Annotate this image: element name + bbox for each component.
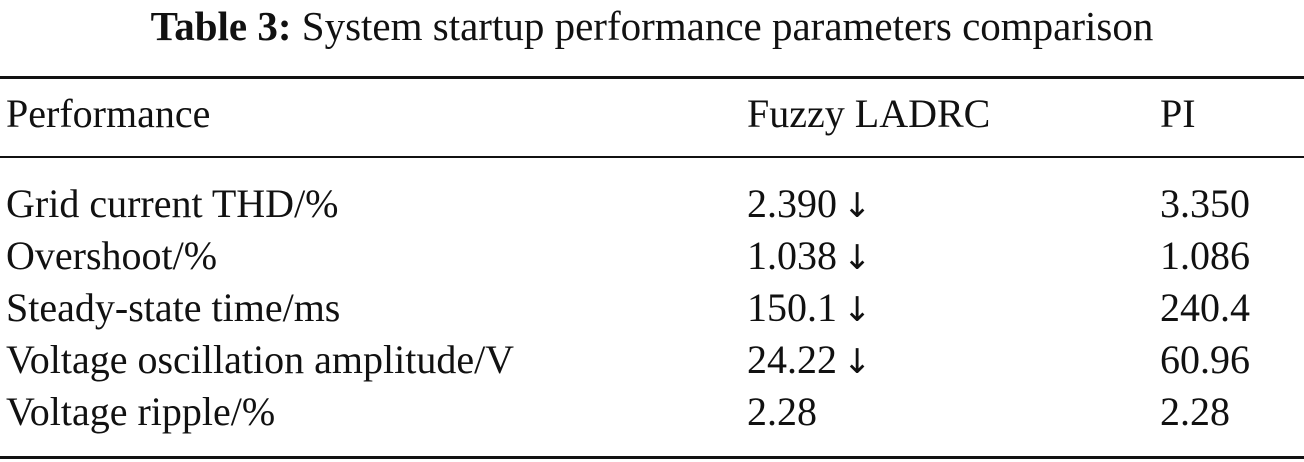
table-caption: Table 3: System startup performance para… <box>0 2 1304 50</box>
table-row-fuzzy-value: 1.038 ↓ <box>747 232 872 282</box>
table-row-metric: Voltage oscillation amplitude/V <box>6 337 515 382</box>
down-arrow-icon: ↓ <box>843 342 872 382</box>
table-row-pi-value: 2.28 <box>1160 389 1230 434</box>
fuzzy-value: 2.28 <box>747 389 817 434</box>
table-row-pi-value: 3.350 <box>1160 181 1250 226</box>
down-arrow-icon: ↓ <box>843 186 872 226</box>
down-arrow-icon: ↓ <box>843 290 872 330</box>
table-header-rule <box>0 156 1304 158</box>
table-row-fuzzy-value: 2.390 ↓ <box>747 180 872 230</box>
table-row-fuzzy-value: 150.1 ↓ <box>747 284 872 334</box>
table-row-fuzzy-value: 2.28 <box>747 388 823 438</box>
table-bottom-rule <box>0 456 1304 459</box>
fuzzy-value: 150.1 <box>747 285 837 330</box>
table-row-metric: Overshoot/% <box>6 233 218 278</box>
table-caption-label: Table 3: <box>150 3 292 49</box>
column-header-performance: Performance <box>6 91 211 136</box>
fuzzy-value: 24.22 <box>747 337 837 382</box>
table-row-pi-value: 1.086 <box>1160 233 1250 278</box>
table-row-metric: Steady-state time/ms <box>6 285 341 330</box>
table-row-metric: Grid current THD/% <box>6 181 339 226</box>
table-row-metric: Voltage ripple/% <box>6 389 276 434</box>
table-row-pi-value: 60.96 <box>1160 337 1250 382</box>
table-row-fuzzy-value: 24.22 ↓ <box>747 336 872 386</box>
column-header-pi: PI <box>1160 91 1196 136</box>
down-arrow-icon: ↓ <box>843 238 872 278</box>
fuzzy-value: 1.038 <box>747 233 837 278</box>
table-top-rule <box>0 76 1304 79</box>
table-caption-title: System startup performance parameters co… <box>301 3 1154 49</box>
table-row-pi-value: 240.4 <box>1160 285 1250 330</box>
column-header-fuzzy-ladrc: Fuzzy LADRC <box>747 91 991 136</box>
fuzzy-value: 2.390 <box>747 181 837 226</box>
